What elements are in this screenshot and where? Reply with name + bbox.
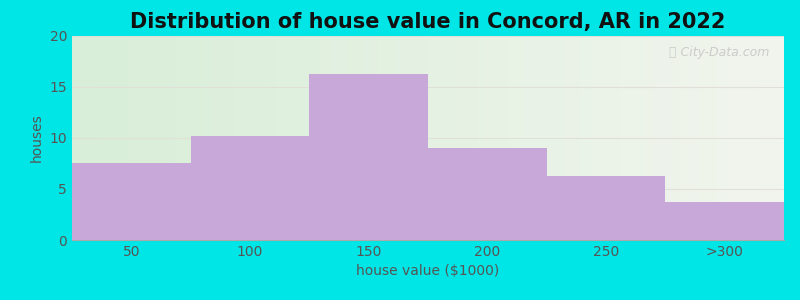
Bar bbox=[666, 202, 784, 240]
Title: Distribution of house value in Concord, AR in 2022: Distribution of house value in Concord, … bbox=[130, 12, 726, 32]
X-axis label: house value ($1000): house value ($1000) bbox=[356, 264, 500, 278]
Bar bbox=[190, 136, 310, 240]
Bar bbox=[546, 176, 666, 240]
Text: ⓘ City-Data.com: ⓘ City-Data.com bbox=[670, 46, 770, 59]
Y-axis label: houses: houses bbox=[30, 114, 44, 162]
Bar bbox=[310, 74, 428, 240]
Bar bbox=[428, 148, 546, 240]
Bar bbox=[72, 164, 190, 240]
